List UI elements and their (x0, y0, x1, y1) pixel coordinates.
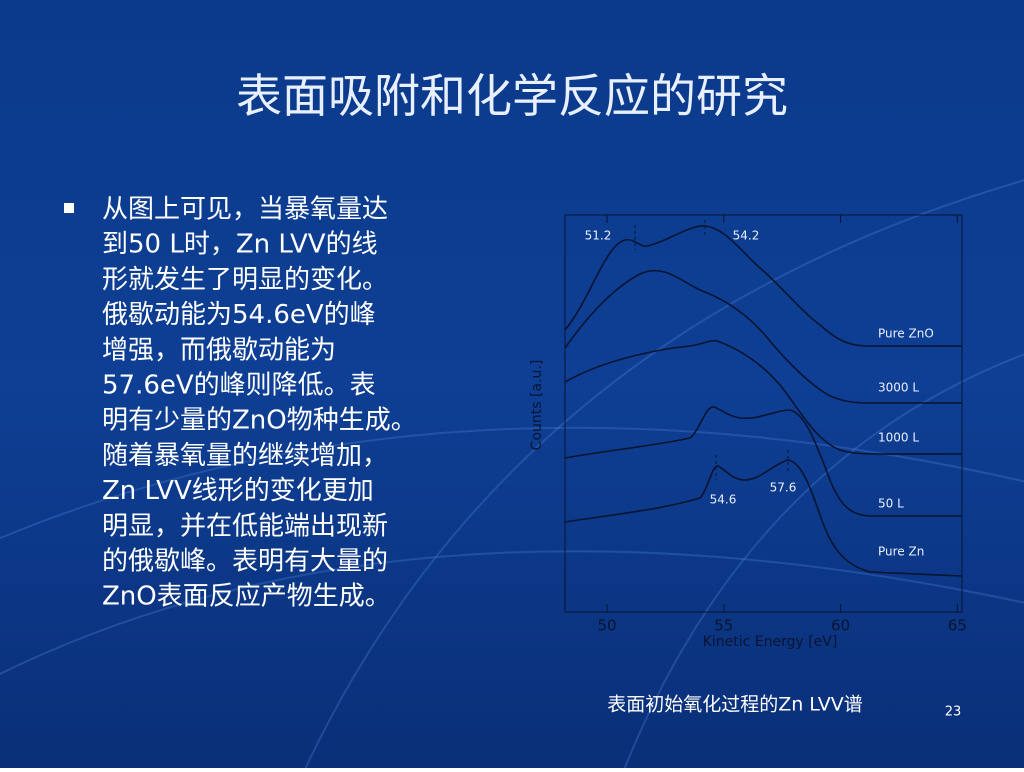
bullet-line: 从图上可见，当暴氧量达 (102, 195, 388, 225)
background-arcs (0, 179, 1024, 772)
x-tick-label: 50 (597, 617, 616, 635)
peak-label: 57.6 (770, 481, 797, 495)
bullet-line: 随着暴氧量的继续增加， (102, 441, 388, 471)
x-axis-label: Kinetic Energy [eV] (703, 634, 838, 650)
figure-caption: 表面初始氧化过程的Zn LVV谱 (607, 694, 863, 716)
x-tick-label: 60 (831, 617, 850, 635)
y-axis-label: Counts [a.u.] (529, 360, 545, 451)
curve-label: Pure Zn (878, 545, 924, 559)
bullet-line: 增强，而俄歇动能为 (102, 335, 336, 365)
peak-label: 51.2 (585, 229, 612, 243)
curve-label: 3000 L (878, 381, 919, 395)
bullet-line: 俄歇动能为54.6eV的峰 (102, 300, 376, 330)
bullet-line: ZnO表面反应产物生成。 (102, 582, 391, 612)
bullet-line: 明有少量的ZnO物种生成。 (102, 406, 417, 436)
peak-label: 54.2 (733, 229, 760, 243)
page-number: 23 (945, 705, 962, 720)
peak-markers (634, 220, 789, 480)
slide-title: 表面吸附和化学反应的研究 (236, 69, 788, 123)
x-tick-label: 55 (714, 617, 733, 635)
curve-label: 50 L (878, 497, 904, 511)
bullet-line: 的俄歇峰。表明有大量的 (102, 547, 388, 577)
peak-label: 54.6 (710, 493, 737, 507)
curves (564, 225, 963, 577)
curve-50l (564, 406, 962, 517)
curve-1000l (564, 339, 963, 455)
curve-3000l (564, 269, 962, 404)
bullet-line: 到50 L时，Zn LVV的线 (102, 230, 378, 260)
bullet-line: Zn LVV线形的变化更加 (102, 476, 374, 506)
bullet-line: 形就发生了明显的变化。 (102, 265, 388, 295)
curve-pure-zn (564, 459, 963, 577)
bullet-marker (64, 203, 74, 213)
plot-frame (564, 214, 963, 613)
curve-label: Pure ZnO (878, 327, 934, 341)
bullet-line: 57.6eV的峰则降低。表 (102, 371, 376, 401)
bullet-line: 明显，并在低能端出现新 (102, 511, 388, 541)
x-tick-label: 65 (948, 617, 967, 635)
x-ticks: 50 55 60 65 (597, 215, 967, 635)
curve-label: 1000 L (878, 431, 919, 445)
